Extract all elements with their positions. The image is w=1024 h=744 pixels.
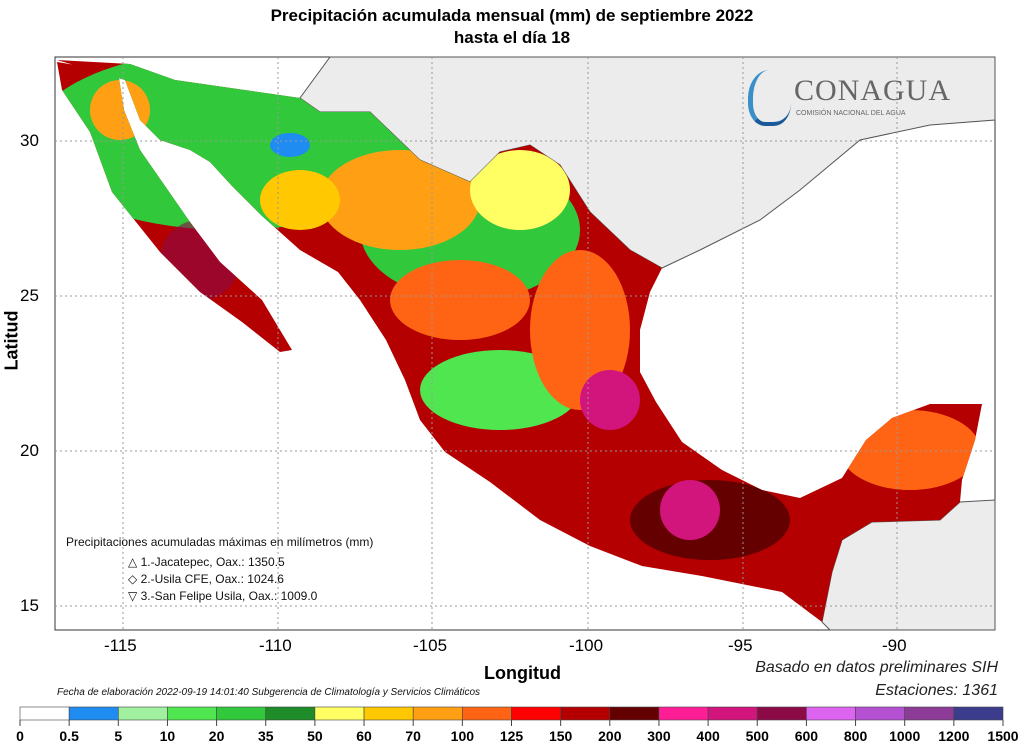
lon-tick: -115 <box>104 636 137 655</box>
lat-tick: 25 <box>20 286 39 305</box>
lon-tick: -105 <box>413 636 448 655</box>
logo-subtitle: COMISIÓN NACIONAL DEL AGUA <box>796 110 906 117</box>
lat-tick: 20 <box>20 441 39 460</box>
colorbar-label: 150 <box>548 728 573 744</box>
lat-tick: 30 <box>20 131 39 150</box>
x-axis-label: Longitud <box>484 663 561 683</box>
colorbar-label: 400 <box>696 728 720 744</box>
graticule <box>55 57 995 630</box>
lon-tick: -100 <box>569 636 604 655</box>
colorbar-label: 300 <box>647 728 671 744</box>
logo-name: CONAGUA <box>794 74 951 107</box>
colorbar-swatch <box>19 706 70 721</box>
colorbar-swatch <box>167 706 217 721</box>
stations-count: Estaciones: 1361 <box>875 682 998 699</box>
colorbar-swatch <box>609 706 660 721</box>
colorbar-label: 0 <box>16 728 24 744</box>
max-precip-item: △ 1.-Jacatepec, Oax.: 1350.5 <box>128 555 285 569</box>
lon-tick: -90 <box>882 636 907 655</box>
colorbar-swatch <box>756 706 807 721</box>
colorbar-label: 800 <box>843 728 868 744</box>
map-title: Precipitación acumulada mensual (mm) de … <box>270 6 754 25</box>
max-precip-item: ◇ 2.-Usila CFE, Oax.: 1024.6 <box>128 572 284 586</box>
colorbar-label: 1000 <box>889 728 921 744</box>
map-subtitle: hasta el día 18 <box>453 28 571 47</box>
max-precip-heading: Precipitaciones acumuladas máximas en mi… <box>66 535 374 549</box>
diamond-icon: ◇ <box>128 572 138 586</box>
triangle-up-icon: △ <box>128 555 138 569</box>
lat-tick: 15 <box>20 596 39 615</box>
colorbar-label: 200 <box>598 728 622 744</box>
logo-emblem-icon <box>748 70 791 126</box>
triangle-down-icon: ▽ <box>128 589 138 603</box>
colorbar-swatch <box>953 706 1004 721</box>
colorbar-swatch <box>855 706 905 721</box>
colorbar-swatch <box>658 706 709 721</box>
colorbar-swatch <box>265 706 316 721</box>
colorbar-label: 500 <box>745 728 769 744</box>
colorbar <box>19 706 1004 726</box>
colorbar-swatch <box>904 706 955 721</box>
colorbar-label: 50 <box>307 728 323 744</box>
colorbar-swatch <box>462 706 512 721</box>
source-note: Basado en datos preliminares SIH <box>755 659 998 676</box>
colorbar-swatch <box>216 706 267 721</box>
max-precip-item: ▽ 3.-San Felipe Usila, Oax.: 1009.0 <box>128 589 318 603</box>
lon-tick: -95 <box>728 636 753 655</box>
colorbar-swatch <box>707 706 758 721</box>
colorbar-label: 20 <box>208 728 225 744</box>
colorbar-swatch <box>68 706 119 721</box>
colorbar-label: 70 <box>405 728 421 744</box>
colorbar-label: 60 <box>356 728 372 744</box>
colorbar-swatch <box>363 706 414 721</box>
colorbar-swatch <box>560 706 611 721</box>
colorbar-label: 100 <box>450 728 475 744</box>
colorbar-label: 600 <box>794 728 819 744</box>
colorbar-label: 0.5 <box>59 728 79 744</box>
colorbar-label: 125 <box>499 728 524 744</box>
lon-tick: -110 <box>259 636 292 655</box>
date-note: Fecha de elaboración 2022-09-19 14:01:40… <box>57 687 481 698</box>
colorbar-label: 1200 <box>938 728 970 744</box>
colorbar-label: 10 <box>159 728 176 744</box>
colorbar-swatch <box>118 706 168 721</box>
colorbar-swatch <box>412 706 463 721</box>
y-axis-label: Latitud <box>1 310 22 371</box>
colorbar-label: 35 <box>257 728 274 744</box>
usa-landmass <box>299 56 996 269</box>
colorbar-label: 5 <box>114 728 123 744</box>
colorbar-swatch <box>806 706 856 721</box>
conagua-logo: CONAGUA COMISIÓN NACIONAL DEL AGUA <box>748 70 963 126</box>
colorbar-label: 1500 <box>987 728 1019 744</box>
colorbar-swatch <box>511 706 561 721</box>
colorbar-swatch <box>314 706 365 721</box>
